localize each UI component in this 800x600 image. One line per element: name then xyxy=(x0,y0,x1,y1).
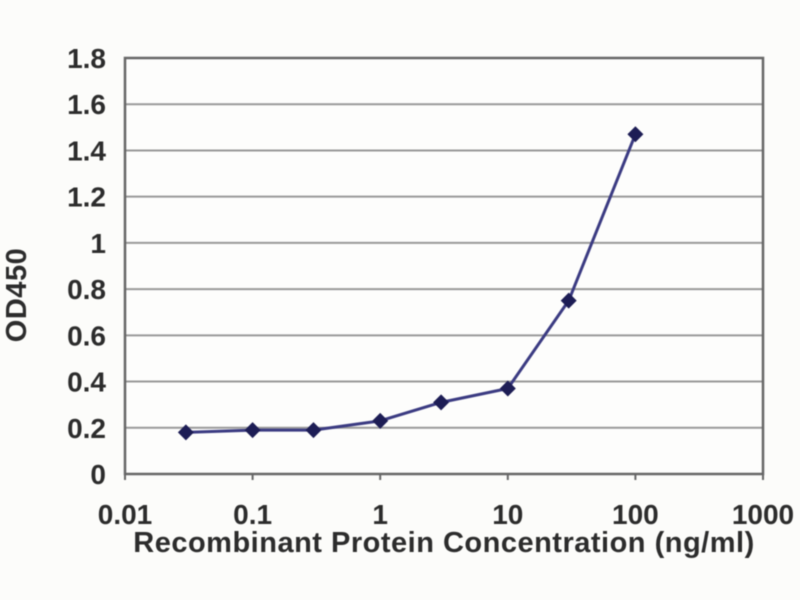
data-point-marker xyxy=(560,292,577,309)
series-line xyxy=(184,132,637,434)
x-tick-label: 0.1 xyxy=(233,499,272,530)
y-tick-label: 0.6 xyxy=(67,320,106,351)
y-tick-label: 1.4 xyxy=(67,135,106,166)
x-tick-label: 1000 xyxy=(732,499,794,530)
x-tick-label: 10 xyxy=(492,499,523,530)
y-tick-label: 0.8 xyxy=(67,274,106,305)
x-axis-title: Recombinant Protein Concentration (ng/ml… xyxy=(133,527,754,559)
plot-background xyxy=(125,58,763,474)
y-axis-title: OD450 xyxy=(1,248,33,342)
x-tick-label: 100 xyxy=(612,499,659,530)
y-tick-label: 1.6 xyxy=(67,89,106,120)
x-tick-label: 1 xyxy=(372,499,388,530)
data-point-marker xyxy=(305,422,322,439)
y-tick-label: 0 xyxy=(90,459,106,490)
x-tick-label: 0.01 xyxy=(98,499,153,530)
data-point-marker xyxy=(627,126,644,143)
data-point-marker xyxy=(499,380,516,397)
y-tick-label: 0.4 xyxy=(67,367,106,398)
data-point-marker xyxy=(372,412,389,429)
data-point-marker xyxy=(433,394,450,411)
y-tick-label: 1.8 xyxy=(67,43,106,74)
data-point-marker xyxy=(244,422,261,439)
y-tick-label: 1 xyxy=(90,228,106,259)
plot-border xyxy=(123,56,765,476)
data-point-marker xyxy=(177,424,194,441)
y-tick-label: 0.2 xyxy=(67,413,106,444)
y-tick-label: 1.2 xyxy=(67,182,106,213)
